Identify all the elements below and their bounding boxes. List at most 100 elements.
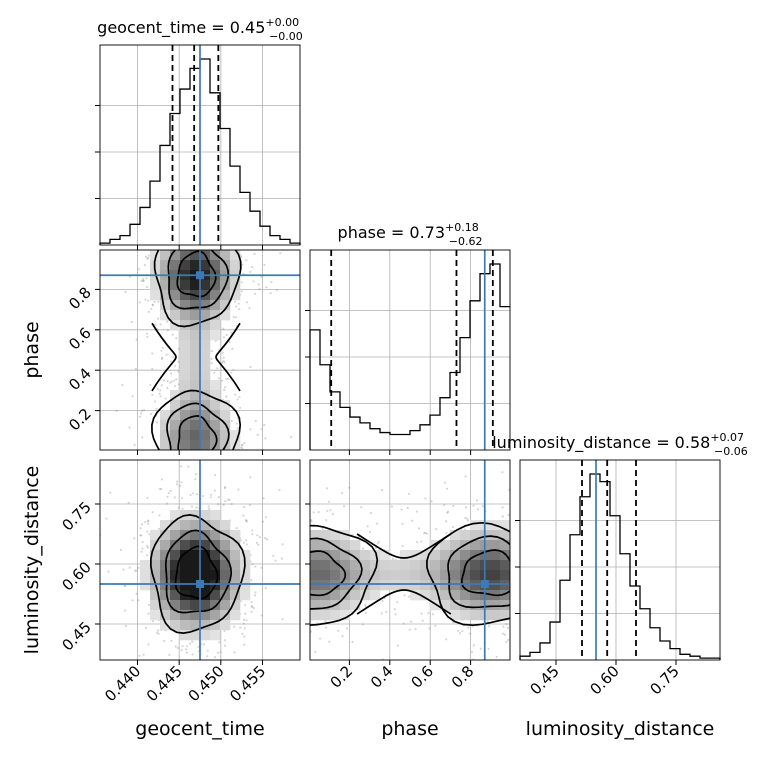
panel-geocent_time-luminosity_distance-point xyxy=(249,503,252,507)
panel-phase-luminosity_distance-density-cell xyxy=(470,580,481,591)
panel-geocent_time-phase-density-cell xyxy=(190,330,201,341)
panel-geocent_time-phase-point xyxy=(222,360,225,363)
panel-geocent_time-luminosity_distance-point xyxy=(245,619,248,622)
panel-geocent_time-phase-density-cell xyxy=(210,330,221,341)
panel-geocent_time-luminosity_distance-point xyxy=(169,489,172,493)
panel-geocent_time-luminosity_distance-density-cell xyxy=(170,550,181,561)
panel-geocent_time-phase-density-cell xyxy=(210,290,221,301)
panel-phase-luminosity_distance-point xyxy=(273,571,275,573)
panel-geocent_time-luminosity_distance-density-cell xyxy=(140,560,151,571)
panel-phase-luminosity_distance-point xyxy=(524,628,526,630)
panel-geocent_time-phase-point xyxy=(250,473,252,475)
panel-phase-luminosity_distance-point xyxy=(538,556,540,558)
panel-phase-luminosity_distance-point xyxy=(310,630,312,633)
panel-geocent_time-luminosity_distance-density-cell xyxy=(160,540,171,551)
panel-geocent_time-phase-density-cell xyxy=(170,400,181,411)
panel-phase-luminosity_distance-point xyxy=(284,624,286,626)
panel-phase-luminosity_distance-point xyxy=(532,600,534,602)
panel-phase-luminosity_distance-point xyxy=(235,487,237,489)
panel-phase-luminosity_distance-point xyxy=(409,620,412,623)
panel-geocent_time-luminosity_distance-point xyxy=(148,603,151,607)
panel-phase-luminosity_distance-density-cell xyxy=(460,570,471,581)
title-text-luminosity_distance: luminosity_distance = 0.58 xyxy=(492,433,710,453)
panel-geocent_time-luminosity_distance-point xyxy=(151,620,155,623)
panel-geocent_time-phase-point xyxy=(242,462,244,464)
panel-geocent_time-phase-point xyxy=(196,466,198,468)
panel-phase-luminosity_distance-point xyxy=(408,628,411,631)
panel-geocent_time-phase-contour-1-0 xyxy=(177,415,218,450)
panel-phase-luminosity_distance-point xyxy=(285,572,287,574)
xlabel-phase: phase xyxy=(381,718,438,740)
panel-phase-luminosity_distance-density-cell xyxy=(390,560,401,571)
panel-geocent_time-phase-density-cell xyxy=(170,280,181,291)
panel-phase-luminosity_distance-point xyxy=(530,567,532,569)
panel-phase-luminosity_distance-density-cell xyxy=(490,540,501,551)
panel-geocent_time-luminosity_distance-point xyxy=(180,481,183,484)
panel-phase-luminosity_distance-density-cell xyxy=(320,540,331,551)
panel-geocent_time-luminosity_distance-point xyxy=(244,519,248,522)
panel-phase-luminosity_distance-point xyxy=(305,584,307,586)
panel-geocent_time-luminosity_distance-point xyxy=(185,645,188,648)
panel-phase-luminosity_distance-point xyxy=(559,652,561,654)
panel-phase-luminosity_distance-point xyxy=(513,551,515,553)
panel-geocent_time-phase-density-cell xyxy=(210,320,221,331)
panel-phase-luminosity_distance-density-cell xyxy=(370,550,381,561)
panel-phase-luminosity_distance-point xyxy=(287,579,289,581)
panel-geocent_time-phase-point xyxy=(191,208,193,210)
panel-geocent_time-luminosity_distance-point xyxy=(189,642,192,645)
panel-geocent_time-phase-point xyxy=(240,456,242,458)
panel-phase-luminosity_distance-point xyxy=(464,516,467,520)
panel-phase-luminosity_distance-point xyxy=(274,522,276,524)
panel-phase-luminosity_distance-point xyxy=(533,587,535,589)
panel-phase-luminosity_distance-point xyxy=(305,610,307,612)
panel-phase-luminosity_distance-density-cell xyxy=(450,540,461,551)
panel-geocent_time-luminosity_distance-density-cell xyxy=(210,530,221,541)
panel-phase-luminosity_distance-point xyxy=(501,515,504,518)
panel-phase-luminosity_distance-point xyxy=(327,500,331,503)
panel-geocent_time-phase-point xyxy=(163,379,166,382)
panel-geocent_time-phase-density-cell xyxy=(210,280,221,291)
panel-phase-luminosity_distance-point xyxy=(420,612,423,615)
panel-geocent_time-luminosity_distance-density-cell xyxy=(180,540,191,551)
panel-geocent_time-phase-point xyxy=(170,483,172,485)
panel-phase-luminosity_distance-point xyxy=(325,519,328,522)
panel-phase-luminosity_distance-density-cell xyxy=(360,570,371,581)
panel-geocent_time-luminosity_distance-ytick-label-2: 0.75 xyxy=(58,498,94,534)
panel-phase-luminosity_distance-density-cell xyxy=(350,600,361,611)
panel-phase-luminosity_distance-point xyxy=(290,506,292,508)
panel-phase-luminosity_distance-truth-point xyxy=(480,580,489,588)
panel-geocent_time-luminosity_distance-density-cell xyxy=(210,630,221,641)
panel-geocent_time-phase-point xyxy=(153,300,156,303)
panel-geocent_time-luminosity_distance-density-cell xyxy=(220,570,231,581)
panel-geocent_time-phase-point xyxy=(210,357,213,360)
panel-geocent_time-luminosity_distance-point xyxy=(253,594,257,597)
panel-geocent_time-phase-density-cell xyxy=(180,370,191,381)
hist-panel-geocent_time: geocent_time = 0.45+0.00 −0.00 xyxy=(95,16,303,250)
panel-geocent_time-phase-point xyxy=(155,526,157,528)
panel-geocent_time-phase-point xyxy=(216,367,219,370)
panel-phase-luminosity_distance-point xyxy=(393,608,396,611)
panel-phase-luminosity_distance-point xyxy=(281,485,283,487)
panel-phase-luminosity_distance-point xyxy=(295,537,297,539)
panel-geocent_time-luminosity_distance-density-cell xyxy=(230,600,241,611)
panel-phase-luminosity_distance-point xyxy=(472,504,475,507)
panel-geocent_time-luminosity_distance-density-cell xyxy=(200,600,211,611)
panel-geocent_time-luminosity_distance-density-cell xyxy=(160,550,171,561)
title-minus-geocent_time: −0.00 xyxy=(269,30,303,43)
panel-phase-luminosity_distance-point xyxy=(464,506,467,509)
panel-geocent_time-luminosity_distance-point xyxy=(124,584,127,587)
panel-geocent_time-phase-point xyxy=(146,256,149,260)
panel-geocent_time-phase-point xyxy=(241,447,244,450)
panel-geocent_time-phase-ytick-label-3: 0.8 xyxy=(65,283,95,313)
panel-geocent_time-phase-point xyxy=(222,484,224,486)
panel-phase-luminosity_distance: 0.2 0.4 0.6 0.8 xyxy=(235,459,561,692)
panel-geocent_time-phase-density-cell xyxy=(160,430,171,441)
panel-geocent_time-phase-point xyxy=(168,455,170,457)
panel-geocent_time-phase-point xyxy=(192,462,194,464)
panel-geocent_time-phase-point xyxy=(222,327,225,330)
panel-phase-luminosity_distance-point xyxy=(534,644,536,646)
panel-geocent_time-phase-point xyxy=(212,241,214,243)
panel-geocent_time-phase-ytick-label-2: 0.6 xyxy=(65,324,95,354)
hist-geocent_time-title: geocent_time = 0.45+0.00 −0.00 xyxy=(97,16,303,43)
panel-geocent_time-phase-point xyxy=(183,247,185,249)
